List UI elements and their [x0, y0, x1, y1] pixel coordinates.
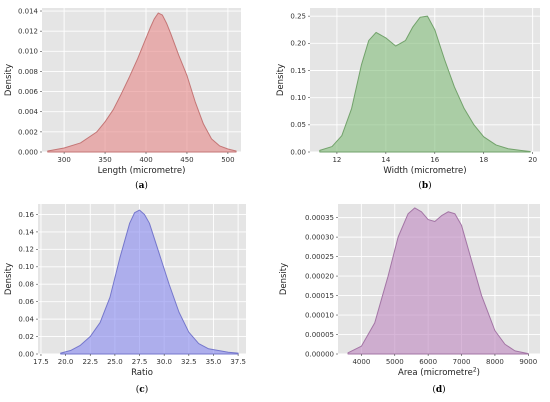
panel-label-close: ) — [145, 384, 149, 395]
panel-label: (a) — [135, 180, 148, 191]
x-axis-label: Width (micrometre) — [383, 166, 466, 176]
density-area — [319, 15, 531, 153]
x-tick-label: 20 — [528, 156, 537, 164]
x-axis-label-suffix: ) — [477, 368, 480, 378]
x-tick-label: 37.5 — [230, 358, 246, 366]
y-tick-label: 0.002 — [18, 128, 38, 136]
x-axis-label: Length (micrometre) — [98, 166, 186, 176]
panel-label-close: ) — [442, 384, 446, 395]
y-tick-label: 0.10 — [18, 263, 34, 271]
y-tick-label: 0.006 — [18, 88, 39, 96]
x-tick-label: 32.5 — [181, 358, 197, 366]
x-axis-label: Area (micrometre2) — [398, 367, 480, 379]
y-tick-label: 0.14 — [18, 228, 34, 236]
panel-label-letter: b — [422, 181, 428, 191]
x-tick-label: 8000 — [486, 358, 504, 366]
x-tick-label: 400 — [139, 156, 152, 164]
x-tick-label: 22.5 — [82, 358, 98, 366]
x-axis-label: Ratio — [131, 368, 153, 378]
y-tick-label: 0.00010 — [305, 311, 334, 319]
x-tick-label: 18 — [479, 156, 488, 164]
panel-d: 4000 5000 6000 7000 8000 9000 0.00000 0.00005 0.… — [279, 204, 540, 395]
y-tick-label: 0.012 — [18, 28, 38, 36]
y-tick-label: 0.25 — [290, 13, 306, 21]
x-axis-label-text: Length (micrometre) — [98, 166, 186, 176]
y-tick-label: 0.02 — [18, 333, 34, 341]
y-tick-label: 0.00 — [18, 350, 34, 358]
y-tick-label: 0.00025 — [305, 253, 334, 261]
y-tick-label: 0.16 — [18, 211, 34, 219]
panel-label-letter: d — [436, 385, 443, 395]
x-tick-label: 14 — [381, 156, 390, 164]
y-tick-label: 0.12 — [18, 246, 34, 254]
y-tick-label: 0.00 — [290, 148, 306, 156]
x-tick-label: 450 — [180, 156, 193, 164]
x-tick-label: 17.5 — [33, 358, 49, 366]
x-tick-label: 12 — [332, 156, 341, 164]
panel-label: (c) — [136, 384, 149, 395]
y-tick-label: 0.08 — [18, 281, 34, 289]
y-tick-label: 0.15 — [290, 67, 306, 75]
y-tick-label: 0.00005 — [305, 331, 334, 339]
x-axis-label-text: Area (micrometre — [398, 368, 473, 378]
x-tick-label: 16 — [430, 156, 439, 164]
y-tick-label: 0.010 — [18, 48, 38, 56]
x-tick-label: 5000 — [386, 358, 404, 366]
y-axis-label: Density — [279, 263, 289, 295]
x-tick-label: 30.0 — [156, 358, 172, 366]
panel-label: (d) — [432, 384, 445, 395]
panel-a: 300 350 400 450 500 0.000 0.002 0.004 0.006 0.008… — [4, 7, 241, 191]
x-tick-label: 4000 — [352, 358, 370, 366]
x-tick-label: 350 — [98, 156, 111, 164]
x-tick-label: 7000 — [453, 358, 471, 366]
x-tick-label: 500 — [221, 156, 234, 164]
panel-label-close: ) — [428, 180, 432, 191]
x-tick-label: 9000 — [519, 358, 537, 366]
x-tick-label: 20.0 — [58, 358, 74, 366]
y-tick-label: 0.06 — [18, 298, 34, 306]
panel-label-open: ( — [418, 180, 422, 191]
y-tick-label: 0.00015 — [305, 292, 334, 300]
panel-c: 17.5 20.0 22.5 25.0 27.5 30.0 32.5 35.0 37.5 0.00… — [4, 204, 246, 395]
panel-label-open: ( — [432, 384, 436, 395]
y-tick-label: 0.04 — [18, 316, 34, 324]
x-tick-label: 27.5 — [132, 358, 148, 366]
panel-label-letter: a — [139, 181, 145, 191]
panel-label-close: ) — [144, 180, 148, 191]
panel-b: 12 14 16 18 20 0.00 0.05 0.10 0.15 0.20 0.25 Width … — [276, 8, 540, 191]
x-tick-label: 35.0 — [206, 358, 222, 366]
y-tick-label: 0.00000 — [305, 350, 334, 358]
y-axis-label: Density — [276, 64, 286, 96]
y-tick-label: 0.014 — [18, 7, 39, 15]
panel-label-open: ( — [135, 180, 139, 191]
density-area — [47, 12, 237, 153]
y-tick-label: 0.00035 — [305, 214, 334, 222]
y-tick-label: 0.004 — [18, 108, 39, 116]
x-tick-label: 6000 — [419, 358, 437, 366]
x-axis-label-text: Ratio — [131, 368, 153, 378]
y-tick-label: 0.00020 — [305, 272, 334, 280]
x-axis-label-text: Width (micrometre) — [383, 166, 466, 176]
x-axis-label-superscript: 2 — [473, 367, 477, 374]
y-axis-label: Density — [4, 263, 14, 295]
y-axis-label: Density — [4, 64, 14, 96]
x-tick-label: 300 — [57, 156, 70, 164]
panel-label-open: ( — [136, 384, 140, 395]
y-tick-label: 0.008 — [18, 68, 38, 76]
y-tick-label: 0.20 — [290, 40, 306, 48]
y-tick-label: 0.05 — [290, 121, 306, 129]
panel-label: (b) — [418, 180, 431, 191]
y-tick-label: 0.000 — [18, 148, 38, 156]
density-area — [347, 207, 529, 355]
density-area — [60, 209, 239, 355]
y-tick-label: 0.10 — [290, 94, 306, 102]
y-tick-label: 0.00030 — [305, 234, 334, 242]
panel-label-letter: c — [139, 385, 145, 395]
x-tick-label: 25.0 — [107, 358, 123, 366]
